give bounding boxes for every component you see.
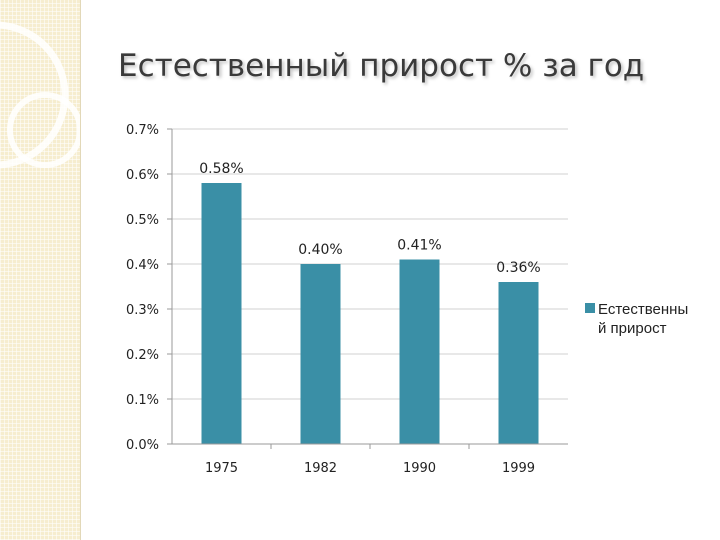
data-label: 0.41% bbox=[397, 238, 441, 254]
decorative-side-pattern bbox=[0, 0, 80, 540]
bar bbox=[498, 282, 539, 444]
bar bbox=[201, 183, 242, 444]
legend-swatch bbox=[585, 303, 595, 313]
data-label: 0.36% bbox=[496, 260, 540, 276]
legend: Естественны й прирост bbox=[585, 301, 688, 337]
legend-label: Естественны bbox=[598, 301, 688, 318]
y-tick-label: 0.2% bbox=[126, 348, 159, 363]
x-tick-label: 1990 bbox=[403, 461, 436, 476]
data-label: 0.58% bbox=[199, 161, 243, 177]
bars bbox=[201, 183, 539, 444]
slide-title: Естественный прирост % за год bbox=[118, 48, 645, 84]
axes bbox=[167, 128, 568, 449]
y-tick-label: 0.5% bbox=[126, 213, 159, 228]
y-tick-label: 0.7% bbox=[126, 123, 159, 138]
legend-label: й прирост bbox=[598, 320, 667, 337]
side-divider-line bbox=[80, 0, 81, 540]
bar bbox=[399, 259, 440, 444]
y-axis-tick-labels: 0.0% 0.1% 0.2% 0.3% 0.4% 0.5% 0.6% 0.7% bbox=[126, 123, 159, 453]
decorative-circles bbox=[0, 21, 80, 169]
y-tick-label: 0.3% bbox=[126, 303, 159, 318]
x-tick-label: 1999 bbox=[502, 461, 535, 476]
y-tick-label: 0.1% bbox=[126, 393, 159, 408]
x-tick-label: 1982 bbox=[304, 461, 337, 476]
y-tick-label: 0.0% bbox=[126, 438, 159, 453]
y-tick-label: 0.6% bbox=[126, 168, 159, 183]
x-tick-label: 1975 bbox=[205, 461, 238, 476]
data-label: 0.40% bbox=[298, 242, 342, 258]
y-tick-label: 0.4% bbox=[126, 258, 159, 273]
data-labels: 0.58% 0.40% 0.41% 0.36% bbox=[199, 161, 540, 276]
x-axis-tick-labels: 1975 1982 1990 1999 bbox=[205, 461, 535, 476]
bar bbox=[300, 264, 341, 444]
